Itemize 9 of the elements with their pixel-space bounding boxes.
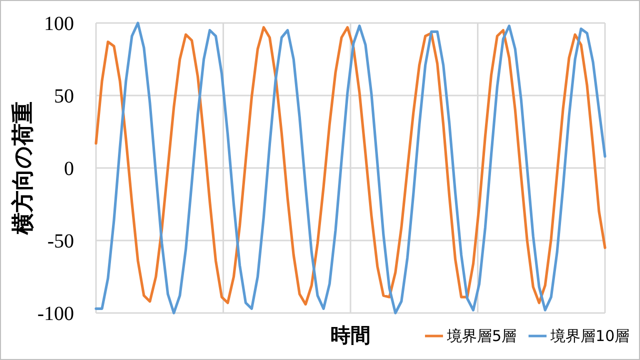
x-axis-title: 時間 [330,323,370,347]
y-tick-label: 100 [44,13,74,35]
legend-label: 境界層10層 [550,327,630,345]
y-tick-label: 50 [54,86,74,108]
legend-label: 境界層5層 [446,327,517,345]
y-tick-label: 0 [64,158,74,180]
y-axis-title: 横方向の荷重 [10,102,36,236]
y-tick-label: -100 [37,303,74,325]
y-tick-label: -50 [47,230,74,252]
